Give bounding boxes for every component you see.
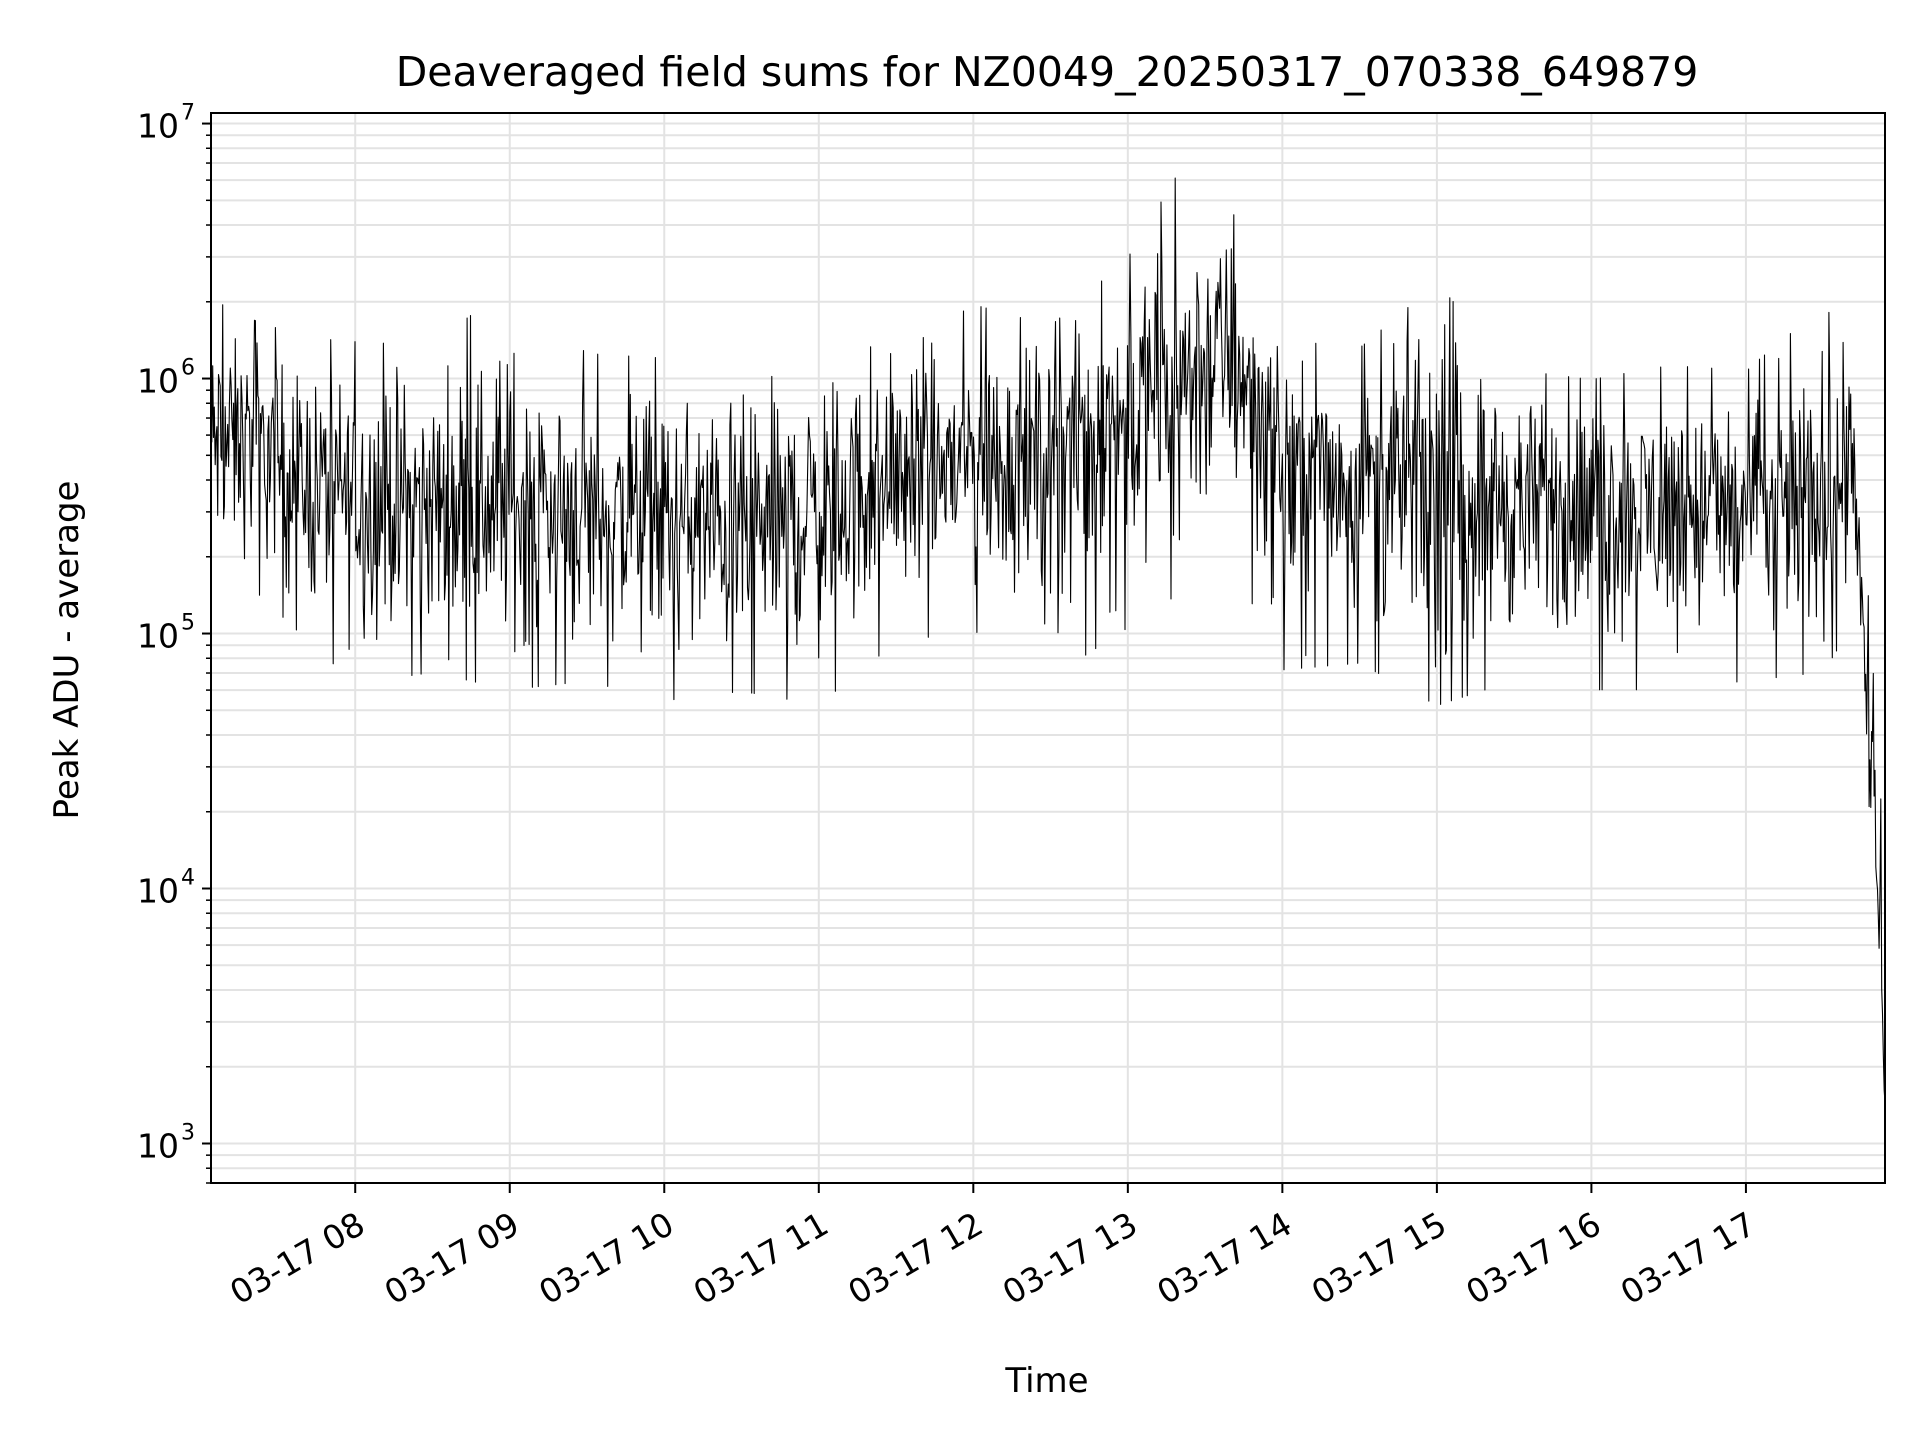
x-axis: 03-17 08 03-17 09 03-17 10 03-17 11 03-17 12… bbox=[223, 1183, 1762, 1312]
plot-frame bbox=[210, 112, 1886, 1184]
series-line-0 bbox=[210, 177, 1886, 1103]
x-tick-label: 03-17 11 bbox=[687, 1204, 835, 1312]
x-tick-label: 03-17 12 bbox=[841, 1204, 989, 1312]
x-tick-label: 03-17 16 bbox=[1459, 1204, 1607, 1312]
data-layer bbox=[210, 177, 1886, 1103]
y-axis-label: Peak ADU - average bbox=[47, 481, 87, 820]
x-tick-label: 03-17 13 bbox=[996, 1204, 1144, 1312]
y-tick-exponent: 3 bbox=[181, 1121, 195, 1146]
y-tick-label: 10 bbox=[137, 1127, 179, 1166]
x-axis-label: Time bbox=[1004, 1361, 1088, 1401]
y-tick-exponent: 5 bbox=[181, 611, 195, 636]
y-tick-label: 10 bbox=[137, 872, 179, 911]
x-tick-label: 03-17 10 bbox=[532, 1204, 680, 1312]
y-tick-label: 10 bbox=[137, 107, 179, 146]
y-tick-label: 10 bbox=[137, 362, 179, 401]
x-tick-label: 03-17 17 bbox=[1614, 1204, 1762, 1312]
y-tick-exponent: 6 bbox=[181, 356, 195, 381]
y-tick-exponent: 7 bbox=[181, 101, 195, 126]
x-tick-label: 03-17 14 bbox=[1150, 1204, 1298, 1312]
chart-title: Deaveraged field sums for NZ0049_2025031… bbox=[396, 48, 1699, 96]
x-tick-label: 03-17 09 bbox=[378, 1204, 526, 1312]
x-tick-label: 03-17 08 bbox=[223, 1204, 371, 1312]
y-tick-label: 10 bbox=[137, 617, 179, 656]
y-tick-exponent: 4 bbox=[181, 866, 195, 891]
grid-lines bbox=[211, 113, 1885, 1184]
x-tick-label: 03-17 15 bbox=[1305, 1204, 1453, 1312]
